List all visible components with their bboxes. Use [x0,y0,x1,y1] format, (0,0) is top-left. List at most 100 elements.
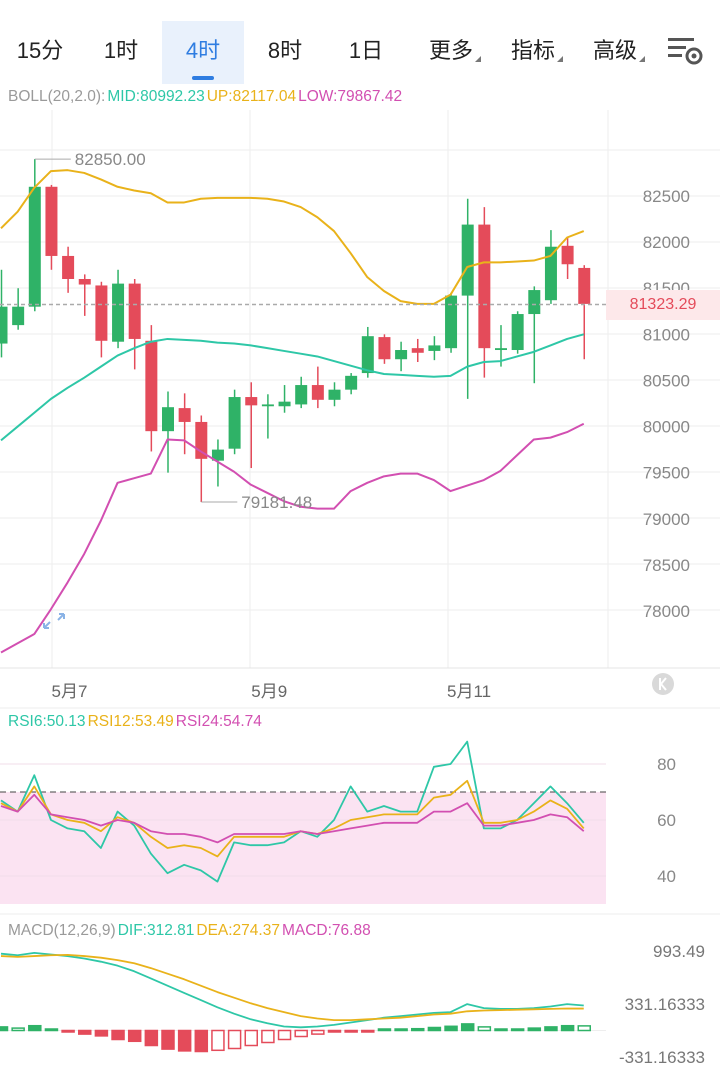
tab-15min[interactable]: 15分 [0,21,80,84]
macd-axis-tick: 331.16333 [625,995,705,1014]
tab-label: 1时 [103,38,139,63]
price-axis-tick: 78500 [643,556,690,575]
active-tab-indicator [192,76,214,80]
candle-body [495,348,507,351]
macd-histogram-bar [277,1029,292,1041]
boll-lower-line [0,422,585,654]
tab-1d[interactable]: 1日 [326,21,406,84]
candle-body [245,397,258,406]
candle-body [12,306,25,326]
tab-indicators[interactable]: 指标 [496,21,578,84]
candle-body [544,246,557,301]
macd-legend: MACD(12,26,9) DIF:312.81 DEA:274.37 MACD:76… [8,922,373,940]
rsi-axis-tick: 80 [657,755,676,774]
candle-body [345,375,358,390]
macd-histogram-bar [311,1029,325,1035]
macd-histogram-bar [377,1028,392,1032]
candle-body [228,397,241,449]
chart-settings-icon[interactable] [666,34,706,68]
candle-body [295,385,308,405]
tab-label: 高级 [592,38,637,63]
candle-body [561,245,574,265]
macd-histogram-bar [161,1029,175,1050]
candle-body [311,385,324,400]
rsi24-legend: RSI24:54.74 [175,713,262,730]
macd-histogram-bar [211,1029,225,1052]
rsi6-line [0,740,585,883]
high-price-label: 82850.00 [75,150,146,169]
macd-histogram-bar [344,1029,358,1033]
macd-histogram-bar [444,1025,458,1032]
macd-histogram-bar [194,1029,209,1053]
macd-histogram-bar [261,1029,275,1044]
macd-dif-line [0,951,584,1029]
candle-body [0,306,8,344]
macd-histogram-bar [510,1028,525,1032]
boll-legend-name: BOLL(20,2.0): [8,88,106,105]
candle-body [261,404,274,407]
macd-histogram-bar [11,1027,25,1032]
price-axis-tick: 79000 [643,510,690,529]
macd-axis-tick: 993.49 [653,942,705,961]
current-price-tag: 81323.29 [606,290,720,320]
macd-histogram-bar [411,1027,425,1032]
tab-more[interactable]: 更多 [414,21,496,84]
scroll-latest-icon [652,673,674,695]
boll-legend: BOLL(20,2.0): MID:80992.23 UP:82117.04 LOW:… [8,88,404,106]
price-axis-tick: 79500 [643,464,690,483]
rsi12-legend: RSI12:53.49 [87,713,174,730]
rsi6-legend: RSI6:50.13 [8,713,86,730]
macd-histogram-bar [294,1029,308,1038]
candle-body [45,186,58,256]
tab-label: 4时 [185,38,221,63]
tab-label: 8时 [267,38,303,63]
candle-body [578,267,591,304]
macd-histogram-bar [144,1029,159,1047]
rsi-band [0,792,606,904]
macd-legend-name: MACD(12,26,9) [8,922,116,939]
date-axis-tick: 5月7 [51,682,87,701]
candle-body [278,401,291,407]
tab-8h[interactable]: 8时 [244,21,326,84]
tab-advanced[interactable]: 高级 [578,21,660,84]
candle-body [395,350,408,360]
macd-axis-tick: -331.16333 [619,1048,705,1067]
candle-body [178,408,191,422]
macd-histogram-bar [560,1024,575,1032]
timeframe-tab-bar: 15分 1时 4时 8时 1日 更多 指标 高级 [0,0,720,84]
rsi-axis-tick: 40 [657,867,676,886]
candle-body [112,283,125,342]
dropdown-triangle-icon [639,56,645,62]
boll-legend-mid: MID:80992.23 [107,88,205,105]
rsi12-line [0,779,585,858]
candle-body [428,345,441,351]
candle-body [445,295,458,349]
candle-body [162,407,174,432]
tab-4h[interactable]: 4时 [162,21,244,84]
price-axis-tick: 82500 [643,187,690,206]
macd-histogram-bar [477,1026,492,1032]
macd-histogram-bar [28,1024,42,1032]
macd-histogram-bar [227,1029,242,1050]
boll-mid-line [0,333,585,442]
date-axis-tick: 5月9 [251,682,287,701]
price-axis-tick: 81000 [643,325,690,344]
candle-body [328,389,341,400]
macd-histogram-bar [460,1023,475,1032]
macd-legend-macd: MACD:76.88 [281,922,371,939]
rsi24-line [0,793,585,844]
macd-histogram-bar [78,1029,92,1035]
macd-histogram-bar [527,1027,542,1032]
macd-histogram-bar [111,1029,125,1041]
macd-histogram-bar [244,1029,258,1047]
price-axis-tick: 78000 [643,602,690,621]
candle-body [478,224,491,349]
macd-legend-dif: DIF:312.81 [117,922,195,939]
price-axis-tick: 80500 [643,371,690,390]
dropdown-triangle-icon [475,56,481,62]
candle-body [361,336,374,374]
macd-histogram-bar [577,1025,591,1032]
tab-1h[interactable]: 1时 [80,21,162,84]
macd-histogram-bar [177,1029,192,1052]
